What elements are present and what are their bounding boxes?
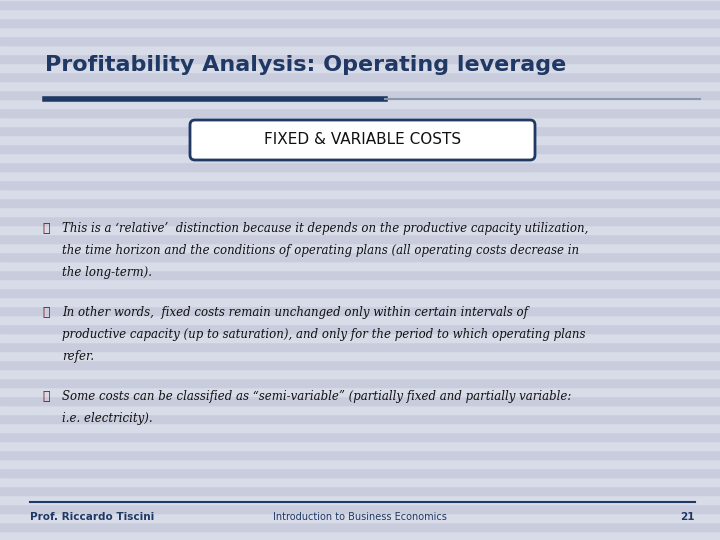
Bar [0, 495, 720, 504]
Bar [0, 486, 720, 495]
Bar [0, 126, 720, 135]
Bar [0, 441, 720, 450]
Bar [0, 324, 720, 333]
Bar [0, 162, 720, 171]
Bar [0, 306, 720, 315]
Text: i.e. electricity).: i.e. electricity). [62, 412, 153, 425]
Bar [0, 36, 720, 45]
Text: the long-term).: the long-term). [62, 266, 152, 279]
Bar [0, 117, 720, 126]
Bar [0, 423, 720, 432]
Bar [0, 180, 720, 189]
Bar [0, 351, 720, 360]
Bar [0, 270, 720, 279]
Bar [0, 27, 720, 36]
Bar [0, 198, 720, 207]
Bar [0, 522, 720, 531]
Bar [0, 504, 720, 513]
Bar [0, 18, 720, 27]
Text: refer.: refer. [62, 350, 94, 363]
Text: ❖: ❖ [42, 306, 50, 319]
Bar [0, 99, 720, 108]
Bar [0, 513, 720, 522]
Bar [0, 477, 720, 486]
Text: FIXED & VARIABLE COSTS: FIXED & VARIABLE COSTS [264, 132, 461, 147]
Bar [0, 243, 720, 252]
Bar [0, 378, 720, 387]
Text: Introduction to Business Economics: Introduction to Business Economics [273, 512, 447, 522]
Bar [0, 369, 720, 378]
Bar [0, 288, 720, 297]
Bar [0, 54, 720, 63]
Bar [0, 405, 720, 414]
Bar [0, 216, 720, 225]
Bar [0, 0, 720, 9]
Bar [0, 81, 720, 90]
Text: ❖: ❖ [42, 390, 50, 403]
Bar [0, 468, 720, 477]
Text: Profitability Analysis: Operating leverage: Profitability Analysis: Operating levera… [45, 55, 566, 75]
Bar [0, 450, 720, 459]
Bar [0, 207, 720, 216]
Text: the time horizon and the conditions of operating plans (all operating costs decr: the time horizon and the conditions of o… [62, 244, 579, 257]
Text: Prof. Riccardo Tiscini: Prof. Riccardo Tiscini [30, 512, 154, 522]
Bar [0, 279, 720, 288]
Bar [0, 396, 720, 405]
Bar [0, 9, 720, 18]
Bar [0, 387, 720, 396]
Text: productive capacity (up to saturation), and only for the period to which operati: productive capacity (up to saturation), … [62, 328, 585, 341]
Bar [0, 360, 720, 369]
Bar [0, 432, 720, 441]
Bar [0, 135, 720, 144]
Bar [0, 342, 720, 351]
Bar [0, 72, 720, 81]
Text: 21: 21 [680, 512, 695, 522]
Bar [0, 333, 720, 342]
Bar [0, 45, 720, 54]
Bar [0, 261, 720, 270]
Text: ❖: ❖ [42, 222, 50, 235]
Bar [0, 189, 720, 198]
Text: This is a ‘relative’  distinction because it depends on the productive capacity : This is a ‘relative’ distinction because… [62, 222, 588, 235]
Bar [0, 297, 720, 306]
Bar [0, 459, 720, 468]
Text: Some costs can be classified as “semi-variable” (partially fixed and partially v: Some costs can be classified as “semi-va… [62, 390, 572, 403]
Text: In other words,  fixed costs remain unchanged only within certain intervals of: In other words, fixed costs remain uncha… [62, 306, 528, 319]
Bar [0, 531, 720, 540]
Bar [0, 225, 720, 234]
Bar [0, 153, 720, 162]
FancyBboxPatch shape [190, 120, 535, 160]
Bar [0, 63, 720, 72]
Bar [0, 171, 720, 180]
Bar [0, 234, 720, 243]
Bar [0, 315, 720, 324]
Bar [0, 414, 720, 423]
Bar [0, 252, 720, 261]
Bar [0, 90, 720, 99]
Bar [0, 144, 720, 153]
Bar [0, 108, 720, 117]
